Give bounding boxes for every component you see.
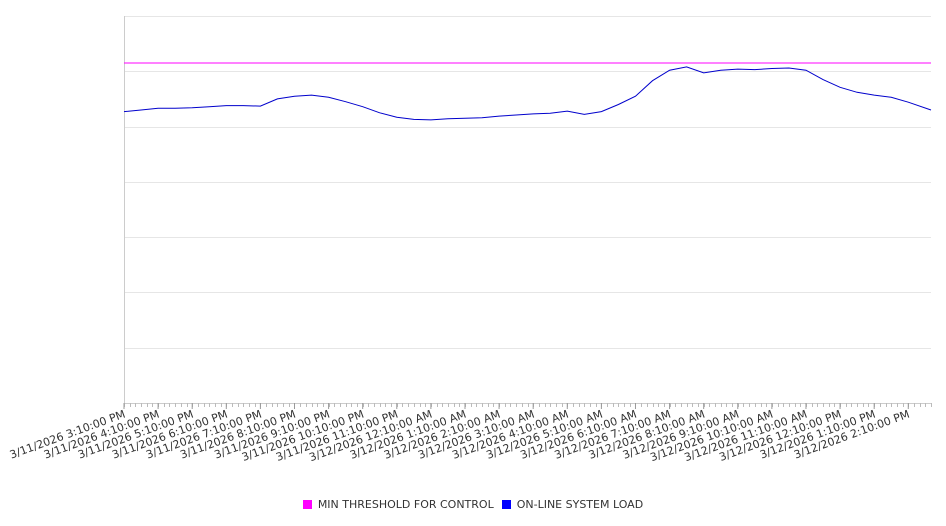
legend-label: ON-LINE SYSTEM LOAD	[516, 498, 644, 511]
x-minor-ticks	[124, 403, 932, 407]
legend-label: MIN THRESHOLD FOR CONTROL	[317, 498, 494, 511]
legend-swatch	[302, 500, 312, 509]
x-tick-labels: 3/11/2026 3:10:00 PM3/11/2026 4:10:00 PM…	[8, 403, 911, 464]
axes	[124, 16, 931, 404]
chart-legend: MIN THRESHOLD FOR CONTROL ON-LINE SYSTEM …	[0, 498, 946, 512]
on-line-system-load-line	[123, 66, 932, 121]
series-lines	[123, 62, 932, 121]
legend-item: MIN THRESHOLD FOR CONTROL	[302, 498, 494, 511]
legend-item: ON-LINE SYSTEM LOAD	[501, 498, 644, 511]
gridlines	[124, 16, 931, 349]
legend-swatch	[501, 500, 511, 509]
